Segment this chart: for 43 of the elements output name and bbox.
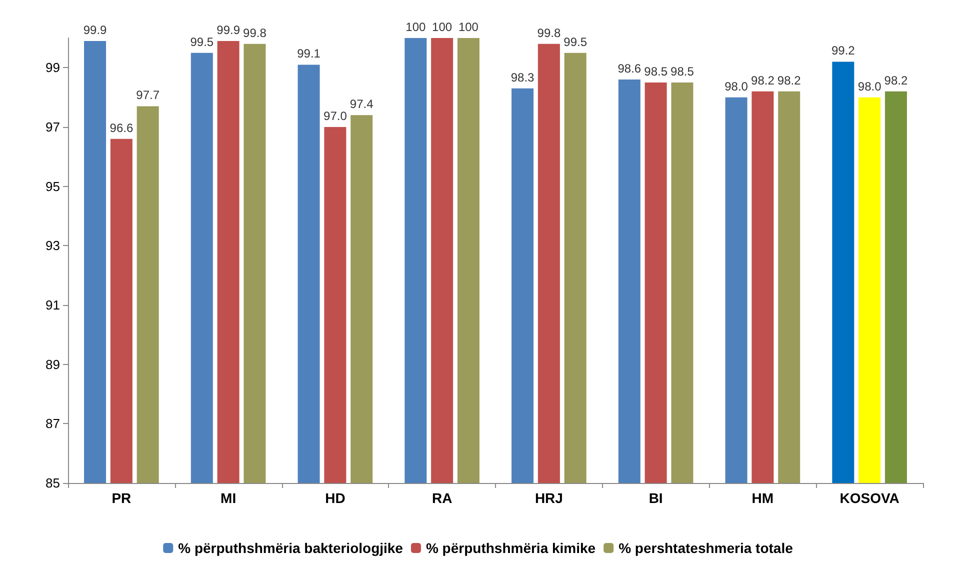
data-label: 97.7 <box>136 88 160 102</box>
data-label: 98.5 <box>644 64 668 78</box>
data-label: 99.9 <box>216 22 240 37</box>
x-tick-label: HRJ <box>534 490 563 506</box>
data-label: 99.5 <box>564 34 588 49</box>
data-label: 98.5 <box>670 64 694 78</box>
data-label: 99.8 <box>243 26 267 40</box>
x-tick-label: BI <box>648 490 663 506</box>
data-label: 100 <box>432 20 452 34</box>
y-tick-label: 91 <box>46 298 60 312</box>
legend-label: % përputhshmëria bakteriologjike <box>178 540 404 556</box>
legend-label: % përputhshmëria kimike <box>426 540 596 556</box>
y-tick-label: 93 <box>46 238 60 254</box>
data-label: 97.0 <box>324 109 348 123</box>
x-tick-label: RA <box>432 490 452 506</box>
x-tick-label: HD <box>325 490 346 506</box>
data-label: 99.5 <box>190 34 214 49</box>
data-label: 100 <box>406 20 426 34</box>
data-label: 98.2 <box>777 73 802 88</box>
y-tick-label: 99 <box>46 60 60 76</box>
y-tick-label: 87 <box>46 416 60 432</box>
data-label: 99.9 <box>83 22 108 37</box>
data-label: 100 <box>458 20 479 34</box>
data-label: 98.0 <box>858 79 882 94</box>
data-label: 98.3 <box>510 70 535 84</box>
x-tick-label: HM <box>752 490 774 506</box>
x-tick-label: PR <box>112 490 132 506</box>
data-label: 98.2 <box>751 73 775 88</box>
data-label: 99.8 <box>537 26 561 40</box>
legend-label: % pershtateshmeria totale <box>618 540 794 556</box>
y-tick-label: 89 <box>46 356 60 372</box>
y-tick-label: 95 <box>46 178 60 194</box>
y-tick-label: 85 <box>46 476 60 490</box>
data-label: 98.0 <box>724 79 748 94</box>
data-label: 97.4 <box>350 97 374 112</box>
data-label: 96.6 <box>110 120 134 135</box>
x-tick-label: KOSOVA <box>840 490 900 506</box>
x-tick-label: MI <box>220 490 236 506</box>
data-label: 98.6 <box>618 62 642 76</box>
data-label: 99.2 <box>831 44 856 58</box>
data-label: 98.2 <box>884 73 908 88</box>
data-label: 99.1 <box>297 46 321 61</box>
y-tick-label: 97 <box>46 120 60 134</box>
